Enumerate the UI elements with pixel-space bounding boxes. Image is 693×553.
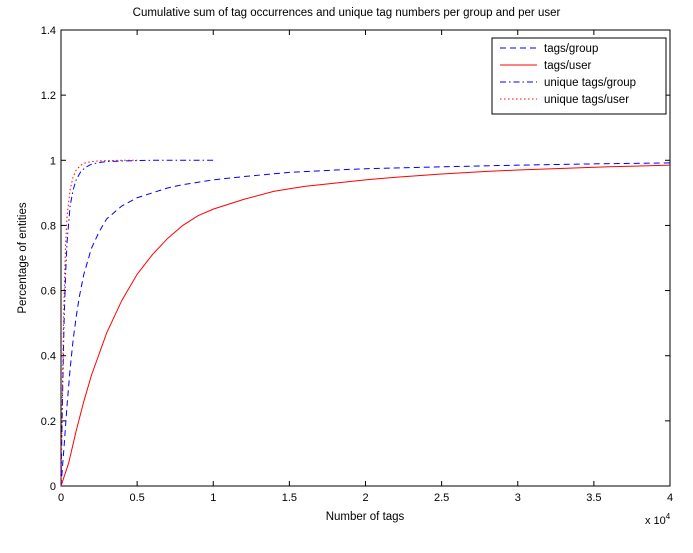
x-tick-label: 0.5	[129, 492, 144, 504]
y-axis: 0 0.2 0.4 0.6 0.8 1 1.2 1.4	[41, 25, 670, 493]
y-axis-label: Percentage of entities	[17, 202, 29, 313]
series-line	[60, 159, 214, 487]
x-tick-label: 1	[210, 492, 216, 504]
series-line	[60, 159, 138, 487]
x-tick-label: 3	[515, 492, 521, 504]
x-axis-label: Number of tags	[326, 511, 405, 523]
x-tick-label: 3.5	[586, 492, 601, 504]
x-tick-label: 1.5	[282, 492, 297, 504]
series-line	[60, 162, 671, 487]
legend-label: unique tags/user	[544, 94, 629, 106]
x-tick-label: 4	[667, 492, 673, 504]
legend-label: tags/group	[544, 43, 598, 55]
x-tick-label: 0	[58, 492, 64, 504]
x-tick-label: 2	[362, 492, 368, 504]
y-tick-label: 0	[50, 481, 56, 493]
y-tick-label: 1.4	[41, 25, 56, 37]
legend-box	[491, 37, 667, 115]
x-multiplier-label: x 104	[645, 512, 671, 527]
chart-title: Cumulative sum of tag occurrences and un…	[133, 7, 561, 19]
series-line	[60, 164, 671, 487]
y-tick-label: 1	[50, 155, 56, 167]
legend-label: unique tags/group	[544, 77, 636, 89]
series-layer	[60, 159, 671, 487]
x-axis: 0 0.5 1 1.5 2 2.5 3 3.5 4	[58, 30, 673, 504]
x-tick-label: 2.5	[434, 492, 449, 504]
y-tick-label: 0.6	[41, 286, 56, 298]
legend: tags/group tags/user unique tags/group uniq…	[491, 37, 667, 115]
y-tick-label: 0.8	[41, 220, 56, 232]
y-tick-label: 0.2	[41, 416, 56, 428]
y-tick-label: 1.2	[41, 90, 56, 102]
legend-label: tags/user	[544, 60, 591, 72]
y-tick-label: 0.4	[41, 351, 56, 363]
